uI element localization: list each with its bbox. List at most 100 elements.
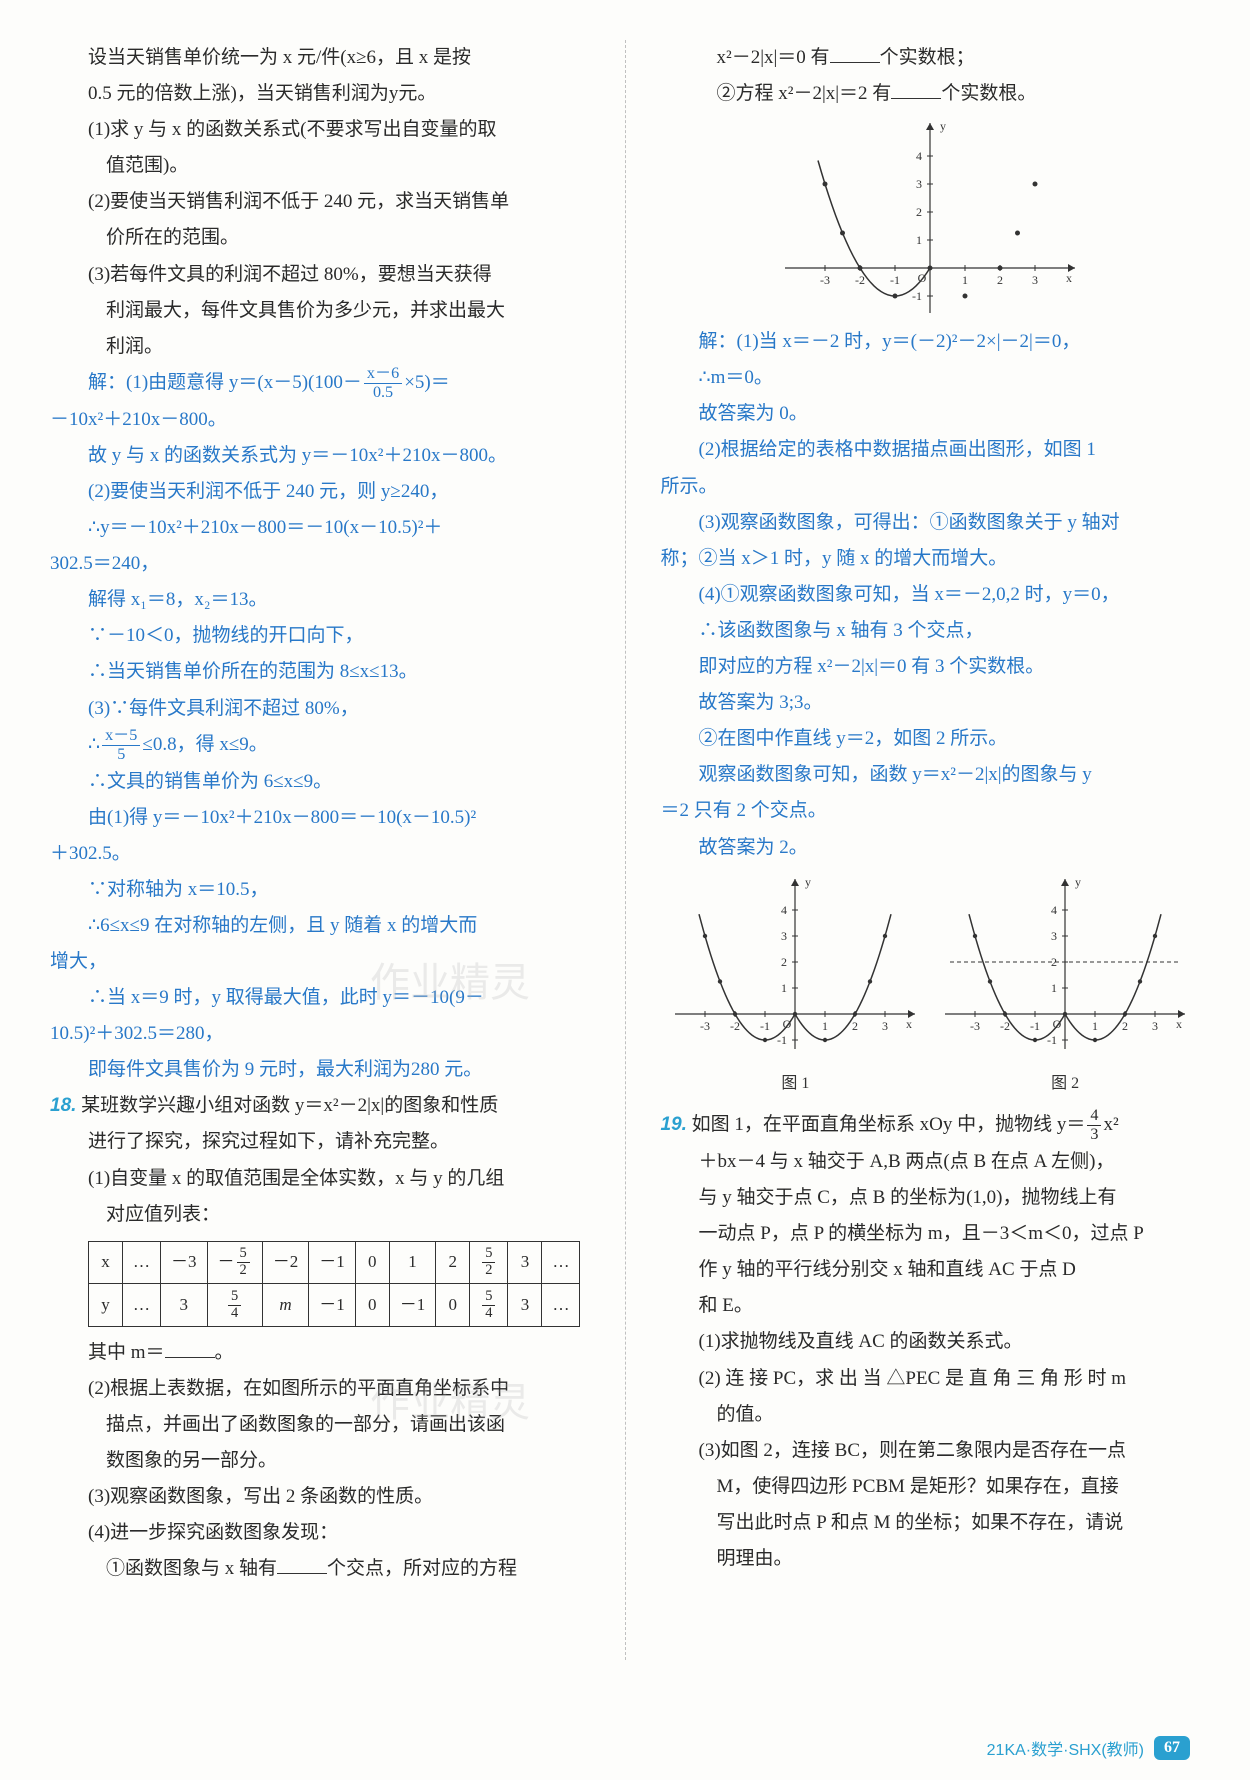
page-content: 设当天销售单价统一为 x 元/件(x≥6，且 x 是按 0.5 元的倍数上涨)，… xyxy=(50,40,1200,1660)
solution-text: ＝2 只有 2 个交点。 xyxy=(661,793,1201,829)
text: (3)若每件文具的利润不超过 80%，要想当天获得 xyxy=(50,257,590,293)
chart-top: xy-3-2-1O123-2-11234 xyxy=(780,118,1080,318)
text: (1)求抛物线及直线 AC 的函数关系式。 xyxy=(661,1324,1201,1360)
cell: … xyxy=(123,1241,161,1283)
text: 解：(1)由题意得 y＝(x－5)(100－ xyxy=(88,372,362,393)
blank xyxy=(891,80,941,99)
solution-text: 故 y 与 x 的函数关系式为 y＝－10x²＋210x－800。 xyxy=(50,438,590,474)
solution-text: 10.5)²＋302.5＝280， xyxy=(50,1016,590,1052)
text: 进行了探究，探究过程如下，请补充完整。 xyxy=(50,1124,590,1160)
solution-text: 增大， xyxy=(50,944,590,980)
text: 利润。 xyxy=(50,329,590,365)
blank xyxy=(165,1339,215,1358)
text: 的值。 xyxy=(661,1397,1201,1433)
text: 某班数学兴趣小组对函数 y＝x²－2|x|的图象和性质 xyxy=(81,1095,498,1116)
svg-text:-1: -1 xyxy=(1030,1019,1040,1033)
footer-code: 21KA·数学·SHX(教师) xyxy=(987,1736,1144,1760)
text: 明理由。 xyxy=(661,1541,1201,1577)
text: 0.5 元的倍数上涨)，当天销售利润为y元。 xyxy=(50,76,590,112)
svg-text:1: 1 xyxy=(1051,981,1057,995)
right-column: x²－2|x|＝0 有个实数根； ②方程 x²－2|x|＝2 有个实数根。 xy… xyxy=(661,40,1201,1660)
text: ≤0.8，得 x≤9。 xyxy=(142,734,267,755)
svg-text:1: 1 xyxy=(962,273,968,287)
solution-text: 故答案为 3;3。 xyxy=(661,685,1201,721)
svg-text:1: 1 xyxy=(1092,1019,1098,1033)
solution-text: ∴x－55≤0.8，得 x≤9。 xyxy=(50,727,590,764)
solution-text: ＋302.5。 xyxy=(50,836,590,872)
chart-caption: 图 1 xyxy=(670,1069,920,1099)
text: 与 y 轴交于点 C，点 B 的坐标为(1,0)，抛物线上有 xyxy=(661,1180,1201,1216)
text: 描点，并画出了函数图象的一部分，请画出该函 xyxy=(50,1407,590,1443)
solution-text: 故答案为 0。 xyxy=(661,396,1201,432)
solution-text: －10x²＋210x－800。 xyxy=(50,402,590,438)
chart-1: xy-3-2-1O123-11234 xyxy=(670,874,920,1054)
svg-text:-3: -3 xyxy=(700,1019,710,1033)
text: x² xyxy=(1103,1114,1118,1135)
svg-text:1: 1 xyxy=(916,233,922,247)
column-divider xyxy=(625,40,626,1660)
chart-2: xy-3-2-1O123-11234 xyxy=(940,874,1190,1054)
cell: －1 xyxy=(309,1284,356,1326)
solution-text: (3)观察函数图象，可得出：①函数图象关于 y 轴对 xyxy=(661,505,1201,541)
fraction-num: 4 xyxy=(1087,1107,1101,1126)
cell: 0 xyxy=(355,1284,389,1326)
solution-text: (2)根据给定的表格中数据描点画出图形，如图 1 xyxy=(661,432,1201,468)
text: x²－2|x|＝0 有个实数根； xyxy=(661,40,1201,76)
question-number: 19. xyxy=(661,1114,687,1135)
text: 如图 1，在平面直角坐标系 xOy 中，抛物线 y＝ xyxy=(692,1114,1086,1135)
fraction-num: x－5 xyxy=(102,727,140,746)
svg-text:2: 2 xyxy=(916,205,922,219)
text: ②方程 x²－2|x|＝2 有个实数根。 xyxy=(661,76,1201,112)
cell: －1 xyxy=(309,1241,356,1283)
text: ×5)＝ xyxy=(404,372,450,393)
solution-text: 观察函数图象可知，函数 y＝x²－2|x|的图象与 y xyxy=(661,757,1201,793)
cell: －3 xyxy=(161,1241,208,1283)
cell: 54 xyxy=(207,1284,262,1326)
text: 数图象的另一部分。 xyxy=(50,1443,590,1479)
solution-text: 302.5＝240， xyxy=(50,546,590,582)
solution-text: ∴m＝0。 xyxy=(661,360,1201,396)
svg-text:3: 3 xyxy=(882,1019,888,1033)
cell: 0 xyxy=(436,1284,470,1326)
solution-text: ∴文具的销售单价为 6≤x≤9。 xyxy=(50,764,590,800)
text: 利润最大，每件文具售价为多少元，并求出最大 xyxy=(50,293,590,329)
text: 写出此时点 P 和点 M 的坐标；如果不存在，请说 xyxy=(661,1505,1201,1541)
svg-text:3: 3 xyxy=(1051,929,1057,943)
cell: x xyxy=(89,1241,123,1283)
fraction-den: 3 xyxy=(1087,1126,1101,1144)
svg-text:3: 3 xyxy=(916,177,922,191)
solution-text: 解：(1)当 x＝－2 时，y＝(－2)²－2×|－2|＝0， xyxy=(661,324,1201,360)
svg-text:-2: -2 xyxy=(855,273,865,287)
svg-text:x: x xyxy=(1066,271,1072,285)
text: (2) 连 接 PC，求 出 当 △PEC 是 直 角 三 角 形 时 m xyxy=(661,1361,1201,1397)
solution-text: ∵－10＜0，抛物线的开口向下， xyxy=(50,618,590,654)
cell: y xyxy=(89,1284,123,1326)
fraction-num: 5 xyxy=(228,1289,241,1306)
text: 一动点 P，点 P 的横坐标为 m，且－3＜m＜0，过点 P xyxy=(661,1216,1201,1252)
table-row: x … －3 －52 －2 －1 0 1 2 52 3 … xyxy=(89,1241,580,1283)
svg-text:-2: -2 xyxy=(912,317,922,318)
solution-text: ∴该函数图象与 x 轴有 3 个交点， xyxy=(661,613,1201,649)
fraction-num: 5 xyxy=(482,1289,495,1306)
solution-text: 由(1)得 y＝－10x²＋210x－800＝－10(x－10.5)² xyxy=(50,800,590,836)
solution-text: 故答案为 2。 xyxy=(661,830,1201,866)
blank xyxy=(830,44,880,63)
chart-caption: 图 2 xyxy=(940,1069,1190,1099)
text: (1)求 y 与 x 的函数关系式(不要求写出自变量的取 xyxy=(50,112,590,148)
cell: 1 xyxy=(389,1241,436,1283)
text: (3)观察函数图象，写出 2 条函数的性质。 xyxy=(50,1479,590,1515)
solution-text: (4)①观察函数图象可知，当 x＝－2,0,2 时，y＝0， xyxy=(661,577,1201,613)
page-number: 67 xyxy=(1154,1736,1190,1760)
cell: 3 xyxy=(508,1241,542,1283)
solution-text: ∵对称轴为 x＝10.5， xyxy=(50,872,590,908)
solution-text: 所示。 xyxy=(661,469,1201,505)
text: (2)要使当天销售利润不低于 240 元，求当天销售单 xyxy=(50,184,590,220)
cell: 0 xyxy=(355,1241,389,1283)
blank xyxy=(277,1555,327,1574)
text: (3)如图 2，连接 BC，则在第二象限内是否存在一点 xyxy=(661,1433,1201,1469)
cell: －2 xyxy=(262,1241,309,1283)
cell: … xyxy=(542,1241,580,1283)
solution-text: (3)∵每件文具利润不超过 80%， xyxy=(50,691,590,727)
question-18: 18. 某班数学兴趣小组对函数 y＝x²－2|x|的图象和性质 xyxy=(50,1088,590,1124)
fraction-num: 5 xyxy=(237,1246,250,1263)
